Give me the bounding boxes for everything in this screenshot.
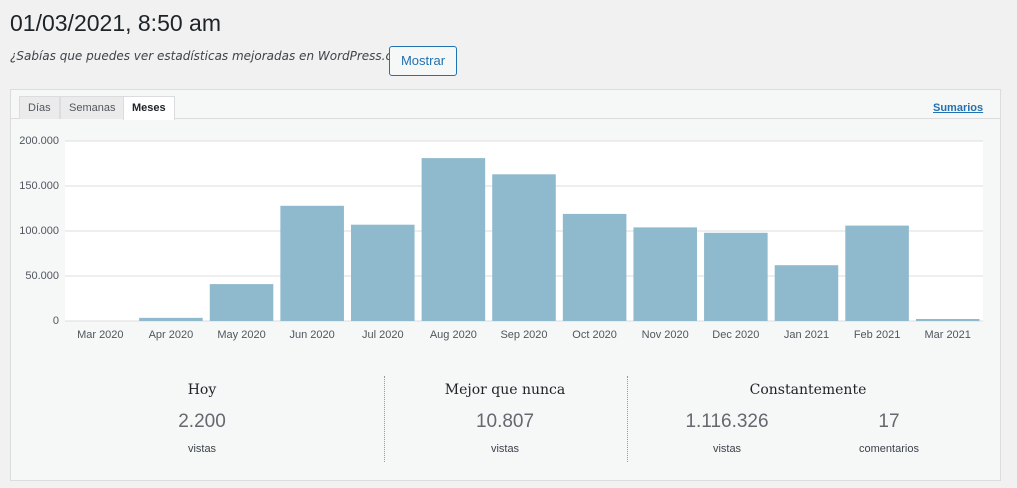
bar [915, 319, 980, 321]
notice: ¿Sabías que puedes ver estadísticas mejo… [10, 49, 418, 63]
stat-number: 2.200 [178, 411, 226, 432]
x-tick-label: May 2020 [217, 329, 265, 341]
show-button[interactable]: Mostrar [389, 46, 457, 76]
bar [845, 225, 909, 321]
bar [492, 174, 556, 321]
y-tick-label: 100.000 [19, 225, 59, 237]
chart: 0 50.000 100.000 150.000 200.000 Mar 2020 Apr … [19, 135, 983, 341]
x-tick-label: Jan 2021 [784, 329, 829, 341]
x-tick-label: Aug 2020 [430, 329, 477, 341]
stat-title: Constantemente [749, 382, 867, 398]
x-tick-label: Jul 2020 [362, 329, 404, 341]
tab-line [11, 118, 1000, 119]
tab[interactable]: Semanas [60, 96, 125, 119]
stat-number: 10.807 [475, 411, 535, 432]
bar [139, 317, 203, 321]
stat-label: vistas [187, 443, 217, 455]
y-tick-label: 0 [53, 315, 59, 327]
x-tick-label: Oct 2020 [572, 329, 617, 341]
bar [421, 158, 486, 321]
x-tick-label: Sep 2020 [500, 329, 547, 341]
x-tick-label: Feb 2021 [854, 329, 900, 341]
stat-number: 17 [878, 411, 900, 432]
stat-title: Mejor que nunca [444, 382, 566, 398]
separator [384, 376, 385, 462]
stat-label: vistas [490, 443, 520, 455]
page-title: 01/03/2021, 8:50 am [10, 10, 221, 36]
x-tick-label: Mar 2020 [77, 329, 123, 341]
bar [562, 213, 627, 321]
x-tick-label: Nov 2020 [642, 329, 689, 341]
stat-number: 1.116.326 [685, 411, 769, 432]
bar [350, 224, 415, 321]
stat-label: comentarios [859, 443, 919, 455]
y-tick-label: 150.000 [19, 180, 59, 192]
bar [280, 205, 344, 321]
bar [209, 284, 274, 321]
bar [633, 227, 698, 321]
tab-active[interactable]: Meses [123, 96, 175, 120]
x-tick-label: Mar 2021 [924, 329, 970, 341]
bar [704, 232, 768, 321]
bar [774, 265, 839, 321]
summaries-link[interactable]: Sumarios [933, 102, 984, 114]
tab[interactable]: Días [19, 96, 60, 119]
y-tick-label: 50.000 [25, 270, 59, 282]
y-tick-label: 200.000 [19, 135, 59, 147]
x-tick-label: Dec 2020 [712, 329, 759, 341]
stat-title: Hoy [187, 382, 217, 398]
stat-label: vistas [712, 443, 742, 455]
x-tick-label: Apr 2020 [149, 329, 194, 341]
x-tick-label: Jun 2020 [290, 329, 335, 341]
separator [627, 376, 628, 462]
